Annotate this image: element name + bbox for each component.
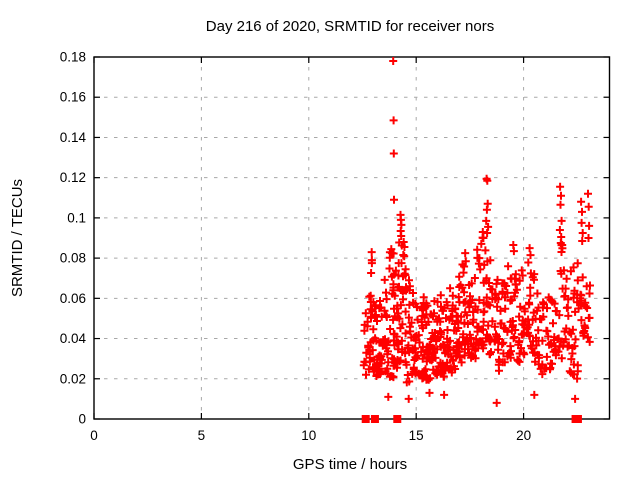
axis-ticks xyxy=(93,56,610,420)
grid-lines xyxy=(94,57,610,419)
y-tick-label: 0.16 xyxy=(60,90,86,105)
x-axis-label: GPS time / hours xyxy=(293,456,407,473)
x-tick-label: 0 xyxy=(90,428,98,443)
x-tick-label: 5 xyxy=(198,428,206,443)
square-marker xyxy=(393,415,402,423)
tick-labels: 0 5 10 15 20 0 0.02 0.04 0.06 0.08 0.1 0.12 0.14 0.16… xyxy=(60,50,531,444)
square-marker xyxy=(361,415,370,423)
chart-title: Day 216 of 2020, SRMTID for receiver nor… xyxy=(206,18,494,35)
plus-markers xyxy=(359,57,594,407)
y-tick-label: 0.06 xyxy=(60,291,86,306)
y-tick-label: 0.04 xyxy=(60,331,87,346)
square-marker xyxy=(573,415,582,423)
y-tick-label: 0.18 xyxy=(60,50,86,65)
y-tick-label: 0.08 xyxy=(60,251,86,266)
data-points-srmtid xyxy=(359,57,594,407)
y-tick-label: 0 xyxy=(78,412,86,427)
y-tick-label: 0.12 xyxy=(60,170,86,185)
y-tick-label: 0.02 xyxy=(60,371,86,386)
x-tick-label: 20 xyxy=(516,428,531,443)
x-tick-label: 10 xyxy=(301,428,316,443)
y-tick-label: 0.1 xyxy=(67,210,86,225)
plot-border xyxy=(93,56,611,420)
y-axis-label: SRMTID / TECUs xyxy=(9,179,26,297)
x-tick-label: 15 xyxy=(409,428,424,443)
square-marker xyxy=(370,415,379,423)
data-points-zero-flags xyxy=(361,415,582,423)
y-tick-label: 0.14 xyxy=(60,130,87,145)
